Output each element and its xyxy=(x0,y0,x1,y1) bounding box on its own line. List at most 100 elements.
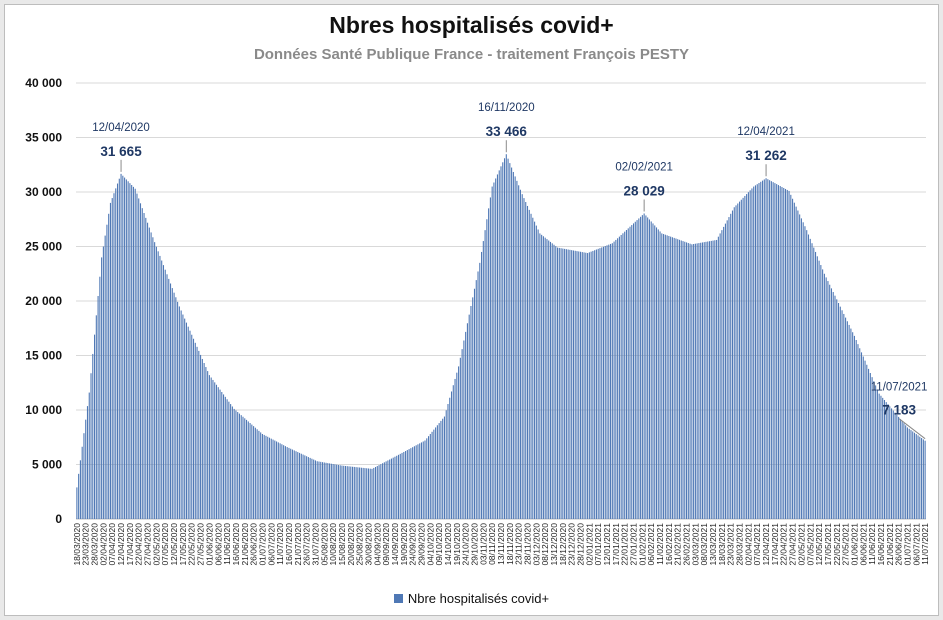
bar xyxy=(217,387,219,519)
bar xyxy=(237,412,239,519)
bar xyxy=(90,373,92,519)
bar xyxy=(721,230,723,519)
bar xyxy=(205,367,207,519)
bar xyxy=(443,416,445,519)
x-tick-label: 22/04/2021 xyxy=(779,523,789,566)
bar xyxy=(336,464,338,519)
bar xyxy=(465,331,467,519)
bar xyxy=(316,461,318,519)
x-tick-label: 27/04/2021 xyxy=(788,523,798,566)
bar xyxy=(401,452,403,519)
bar xyxy=(350,466,352,519)
bar xyxy=(606,245,608,519)
bar xyxy=(505,154,507,520)
bar xyxy=(590,251,592,520)
bar xyxy=(260,432,262,519)
bar xyxy=(267,436,269,519)
bar xyxy=(694,243,696,519)
bar xyxy=(85,419,87,519)
bar xyxy=(663,234,665,520)
bar xyxy=(274,440,276,519)
bar xyxy=(466,323,468,519)
bar xyxy=(92,353,94,519)
bar xyxy=(99,276,101,519)
bar xyxy=(166,274,168,519)
bar xyxy=(309,457,311,519)
y-tick-label: 35 000 xyxy=(25,131,62,145)
bar xyxy=(78,473,80,519)
x-tick-label: 26/02/2021 xyxy=(682,523,692,566)
bar xyxy=(233,408,235,519)
bar xyxy=(412,447,414,519)
bar xyxy=(445,410,447,519)
bar xyxy=(330,463,332,519)
bar xyxy=(318,461,320,519)
bar xyxy=(489,197,491,519)
x-tick-label: 01/06/2020 xyxy=(204,523,214,566)
bar xyxy=(281,444,283,519)
bar xyxy=(279,443,281,519)
bar xyxy=(712,240,714,519)
bar xyxy=(283,445,285,519)
bar xyxy=(304,455,306,519)
bar xyxy=(774,183,776,519)
bar xyxy=(832,292,834,519)
bar xyxy=(198,350,200,519)
bar xyxy=(913,432,916,519)
bar xyxy=(341,465,343,519)
bar xyxy=(548,240,550,519)
bar xyxy=(583,252,585,520)
x-tick-label: 16/02/2021 xyxy=(664,523,674,566)
x-tick-label: 03/12/2020 xyxy=(531,523,541,566)
bar xyxy=(516,180,518,519)
bar xyxy=(162,265,165,519)
bar xyxy=(691,244,693,519)
y-tick-label: 10 000 xyxy=(25,403,62,417)
bar xyxy=(76,487,78,519)
bar xyxy=(569,249,571,520)
bar xyxy=(83,433,85,519)
bar xyxy=(684,241,686,519)
legend-swatch xyxy=(393,594,403,604)
annotation-value: 7 183 xyxy=(882,403,916,418)
x-tick-label: 01/06/2021 xyxy=(849,523,859,566)
bar xyxy=(903,423,905,519)
bar xyxy=(403,451,405,519)
bar xyxy=(632,223,635,519)
bar xyxy=(113,193,115,519)
bar xyxy=(102,246,104,519)
bar xyxy=(88,392,90,519)
bar xyxy=(689,243,691,519)
bar xyxy=(825,277,827,519)
bar xyxy=(742,197,744,519)
bar xyxy=(788,190,790,519)
bar xyxy=(168,278,170,519)
bar xyxy=(138,198,140,519)
bar xyxy=(498,170,500,519)
x-tick-label: 18/03/2020 xyxy=(72,523,82,566)
x-tick-label: 28/03/2021 xyxy=(735,523,745,566)
x-tick-label: 02/04/2020 xyxy=(98,523,108,566)
bar xyxy=(143,213,145,520)
bar xyxy=(719,233,721,520)
bar xyxy=(532,217,534,519)
bar xyxy=(641,215,643,519)
bar xyxy=(703,242,705,519)
bar xyxy=(716,239,718,519)
bar xyxy=(602,246,605,519)
bar xyxy=(314,460,316,519)
bar xyxy=(615,239,617,520)
bar xyxy=(286,447,288,519)
bar xyxy=(707,241,709,519)
bar xyxy=(120,173,122,519)
x-tick-label: 18/03/2021 xyxy=(717,523,727,566)
bar xyxy=(905,425,907,519)
bar xyxy=(610,243,612,519)
bar xyxy=(866,364,868,519)
bar xyxy=(535,225,537,519)
bar xyxy=(106,224,108,519)
bar xyxy=(910,430,912,519)
bar xyxy=(896,414,898,519)
bar xyxy=(530,213,532,520)
bar xyxy=(429,433,431,519)
